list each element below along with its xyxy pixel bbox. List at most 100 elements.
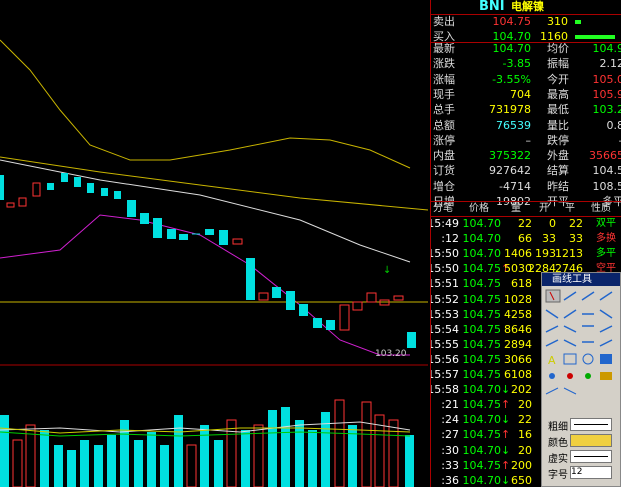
- tick-price: 104.75: [462, 322, 502, 336]
- tick-volume: 2894: [504, 337, 532, 351]
- tick-direction: ↑: [501, 458, 511, 472]
- tick-price: 104.70: [462, 383, 502, 397]
- quote-label: 总手: [433, 103, 455, 117]
- tick-time: 15:50: [430, 262, 459, 276]
- field-label: 虚实: [548, 454, 568, 465]
- svg-text:↓: ↓: [383, 265, 391, 276]
- tick-price: 104.75: [462, 352, 502, 366]
- tick-time: :12: [441, 232, 459, 246]
- field-input[interactable]: [570, 418, 612, 431]
- tick-volume: 22: [518, 217, 532, 230]
- tick-volume: 200: [511, 458, 532, 472]
- tick-time: :24: [441, 413, 459, 427]
- tick-volume: 5030: [504, 262, 532, 276]
- quote-label: 涨幅: [433, 72, 455, 86]
- field-input[interactable]: 12: [570, 466, 612, 479]
- tick-price: 104.75: [462, 337, 502, 351]
- price-chart: ↓ 103.20: [0, 39, 429, 487]
- ticks-header: 分笔: [433, 203, 453, 214]
- tick-volume: 16: [518, 428, 532, 442]
- tick-volume: 650: [511, 473, 532, 487]
- quote-label: 现手: [433, 87, 455, 101]
- quote-value: -4714: [499, 179, 531, 193]
- volume-bar: [575, 20, 581, 24]
- field-label: 字号: [548, 470, 568, 481]
- svg-text:A: A: [548, 354, 556, 367]
- tick-price: 104.70: [462, 247, 502, 261]
- quote-value: –: [525, 133, 532, 147]
- divider: [431, 14, 621, 15]
- tick-price: 104.75: [462, 458, 502, 472]
- tool-icons: A: [545, 289, 613, 395]
- quote-value: 35665: [589, 149, 621, 163]
- quote-value: 927642: [489, 164, 531, 178]
- tick-direction: ↓: [501, 383, 511, 397]
- tick-volume: 4258: [504, 307, 532, 321]
- order-volume: 1160: [540, 30, 568, 43]
- tick-price: 104.75: [462, 398, 502, 412]
- tick-time: :21: [441, 398, 459, 412]
- tick-direction: ↑: [501, 262, 511, 276]
- tick-open: 33: [542, 232, 556, 246]
- tick-volume: 3066: [504, 352, 532, 366]
- tick-time: 15:49: [430, 217, 459, 230]
- tick-price: 104.70: [462, 443, 502, 457]
- tick-volume: 618: [511, 277, 532, 291]
- tick-time: 15:55: [430, 337, 459, 351]
- quote-value: 104.9: [592, 42, 621, 55]
- tick-open: 193: [535, 247, 556, 261]
- ticks-header: 平: [565, 203, 575, 214]
- quote-value: 76539: [496, 118, 531, 132]
- quote-label: 总额: [433, 118, 455, 132]
- tick-price: 104.75: [462, 368, 502, 381]
- tick-kind: 多换: [596, 233, 616, 245]
- order-price: 104.70: [492, 30, 532, 43]
- tick-direction: ↓: [501, 413, 511, 427]
- tick-price: 104.70: [462, 232, 502, 246]
- tick-volume: 20: [518, 443, 532, 457]
- tick-time: 15:54: [430, 322, 459, 336]
- field-input[interactable]: [570, 434, 612, 447]
- symbol-name: 电解镍: [511, 0, 544, 13]
- quote-label: 内盘: [433, 149, 455, 163]
- quote-value: 731978: [489, 103, 531, 117]
- ticks-header: 开: [539, 203, 549, 214]
- tick-price: 104.70: [462, 473, 502, 487]
- volume-bars: [0, 399, 414, 487]
- tick-price: 104.75: [462, 292, 502, 306]
- quote-label: 最低: [547, 103, 569, 117]
- indicator-lines: [0, 39, 429, 366]
- price-label: 103.20: [375, 349, 407, 359]
- tick-time: :27: [441, 428, 459, 442]
- tick-direction: ↑: [501, 398, 511, 412]
- drawing-tool-window[interactable]: 画线工具 A 粗细 颜色 虚实 字号 12: [541, 272, 621, 487]
- divider: [431, 216, 621, 217]
- tick-kind: 双平: [596, 218, 616, 229]
- tick-time: 15:51: [430, 277, 459, 291]
- quote-label: 涨停: [433, 133, 455, 147]
- quote-value: -3.85: [502, 57, 531, 71]
- order-label: 买入: [433, 30, 455, 43]
- tick-close: 1213: [555, 247, 583, 261]
- symbol-code: BNI: [479, 0, 505, 14]
- tick-price: 104.75: [462, 428, 502, 442]
- quote-value: 104.5: [592, 164, 621, 178]
- field-input[interactable]: [570, 450, 612, 463]
- quote-value: 0.8: [606, 118, 621, 132]
- tick-volume: 8646: [504, 322, 532, 336]
- tick-price: 104.70: [462, 217, 502, 230]
- quote-value: 704: [510, 87, 531, 101]
- quote-label: 结算: [547, 164, 569, 178]
- quote-label: 最高: [547, 87, 569, 101]
- tick-price: 104.75: [462, 262, 502, 276]
- quote-value: 103.2: [592, 103, 621, 117]
- tick-kind: 多平: [596, 248, 616, 260]
- quote-label: 昨结: [547, 179, 569, 193]
- quote-label: 最新: [433, 42, 455, 55]
- quote-value: 2.12: [599, 57, 621, 71]
- tick-open: 0: [549, 217, 556, 230]
- divider: [431, 201, 621, 202]
- volume-bar: [575, 35, 615, 39]
- quote-label: 涨跌: [433, 57, 455, 71]
- quote-label: 均价: [547, 42, 569, 55]
